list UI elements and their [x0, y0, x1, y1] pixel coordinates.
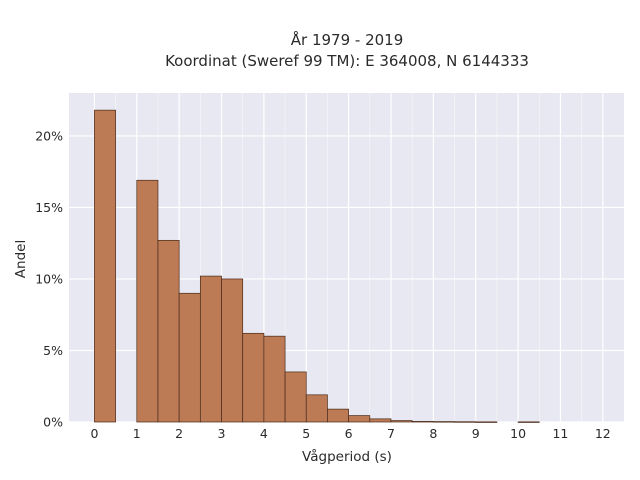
y-axis-label: Andel — [13, 240, 29, 278]
y-tick-label: 10% — [35, 271, 63, 286]
x-tick-label: 4 — [260, 426, 268, 441]
histogram-bar — [199, 275, 222, 423]
histogram-bar — [242, 332, 265, 423]
histogram-bar — [263, 335, 286, 423]
histogram-bar — [284, 371, 307, 423]
histogram-bar — [136, 179, 159, 423]
histogram-bar — [454, 421, 477, 423]
x-tick-label: 7 — [387, 426, 395, 441]
chart-title: År 1979 - 2019 — [291, 30, 404, 49]
x-tick-label: 5 — [302, 426, 310, 441]
histogram-bar — [305, 394, 328, 423]
x-tick-label: 0 — [90, 426, 98, 441]
y-tick-label: 15% — [35, 200, 63, 215]
x-tick-label: 9 — [472, 426, 480, 441]
histogram-bar — [517, 421, 540, 423]
histogram-bar — [348, 415, 371, 423]
x-tick-label: 11 — [552, 426, 568, 441]
histogram-bar — [411, 421, 434, 423]
histogram-bar — [94, 109, 116, 423]
x-tick-label: 2 — [175, 426, 183, 441]
histogram-bar — [475, 421, 498, 423]
histogram-bar — [433, 421, 455, 423]
chart-subtitle: Koordinat (Sweref 99 TM): E 364008, N 61… — [165, 52, 529, 70]
y-tick-label: 0% — [43, 415, 63, 430]
x-tick-label: 6 — [345, 426, 353, 441]
y-tick-label: 5% — [43, 343, 63, 358]
x-tick-label: 3 — [218, 426, 226, 441]
histogram-bar — [369, 418, 392, 423]
x-tick-label: 1 — [133, 426, 141, 441]
histogram-bar — [390, 420, 413, 423]
histogram-bar — [221, 278, 244, 423]
histogram-bar — [157, 239, 180, 423]
histogram-bar — [327, 408, 349, 423]
x-tick-label: 12 — [595, 426, 611, 441]
x-tick-label: 10 — [510, 426, 526, 441]
x-axis-ticks: 0 1 2 3 4 5 6 7 8 9 10 11 12 — [90, 426, 610, 441]
bars — [94, 109, 540, 423]
histogram-bar — [178, 292, 201, 423]
x-tick-label: 8 — [429, 426, 437, 441]
y-axis-ticks: 0% 5% 10% 15% 20% — [35, 128, 63, 429]
x-axis-label: Vågperiod (s) — [302, 448, 392, 465]
y-tick-label: 20% — [35, 128, 63, 143]
